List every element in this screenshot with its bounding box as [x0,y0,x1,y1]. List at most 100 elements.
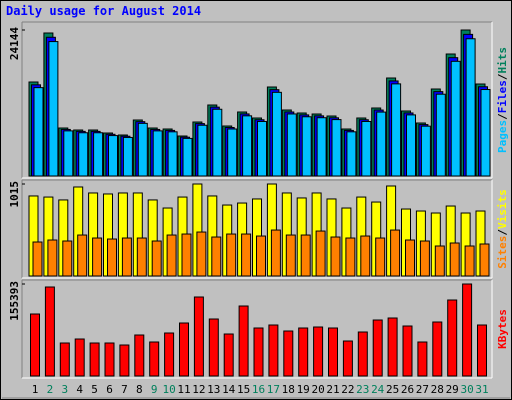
x-tick-label: 25 [386,383,399,396]
legend-separator: / [496,73,509,80]
bar [316,117,327,177]
x-tick-label: 31 [475,383,488,396]
bar [406,114,416,177]
bar [462,283,473,377]
x-tick-label: 20 [311,383,324,396]
bar [345,237,356,277]
legend: KBytes [496,309,509,349]
bar [286,113,297,177]
bar [211,236,222,277]
legend-separator: / [496,113,509,120]
bar [212,108,223,177]
bar [179,322,189,377]
legend: Sites/Visits [496,189,509,269]
bar [417,341,428,377]
legend-entry: Sites [496,236,509,269]
legend-entry: Pages [496,120,509,153]
legend-entry: Hits [496,47,509,74]
x-tick-label: 26 [401,383,414,396]
bar [193,296,204,377]
bar [197,124,208,177]
x-tick-label: 10 [162,383,175,396]
bar [32,241,43,277]
bar [208,318,219,377]
bar [238,305,249,377]
x-tick-label: 24 [371,383,385,396]
bar [136,237,147,277]
bar [107,238,117,277]
bar [361,120,372,177]
legend-separator: / [496,229,509,236]
bar [121,237,132,277]
bar [387,317,398,377]
x-tick-label: 16 [252,383,265,396]
x-tick-label: 1 [32,383,39,396]
bar [196,231,207,277]
bar [300,234,311,277]
bar [449,242,460,277]
x-tick-label: 19 [297,383,310,396]
bar [151,240,162,277]
bar [253,327,264,377]
bar [62,240,73,277]
bar [137,122,148,177]
bar [346,131,357,177]
x-tick-label: 30 [460,383,473,396]
bar [464,245,475,277]
bar [108,135,118,177]
bar [402,325,413,377]
bar [152,130,163,177]
x-tick-label: 8 [136,383,143,396]
bar [328,327,338,377]
bar [47,239,58,277]
x-tick-label: 12 [192,383,205,396]
bar [48,41,59,177]
y-tick-label: 24144 [8,27,21,60]
bar [419,240,430,277]
bar [434,245,445,277]
bar [447,299,458,377]
bar [391,83,402,177]
chart-title: Daily usage for August 2014 [6,4,201,18]
bar [285,234,296,277]
x-tick-label: 18 [282,383,295,396]
x-tick-label: 9 [151,383,158,396]
y-tick-label: 155393 [8,281,21,321]
bar [435,93,446,177]
x-tick-label: 17 [267,383,280,396]
x-tick-label: 22 [341,383,354,396]
legend: Pages/Files/Hits [496,47,509,153]
bar [44,286,55,377]
legend-entry: Visits [496,189,509,229]
x-tick-label: 3 [61,383,68,396]
bar [77,234,88,277]
bar [432,321,443,377]
x-tick-label: 29 [446,383,459,396]
bar [298,327,309,377]
bar [477,324,487,377]
x-tick-label: 11 [177,383,190,396]
x-tick-label: 23 [356,383,369,396]
bar [376,111,387,177]
bar [268,324,279,377]
x-tick-label: 4 [76,383,83,396]
bar [78,132,89,177]
bar [465,38,476,177]
bar [242,115,253,177]
bar [271,91,282,177]
x-tick-label: 5 [91,383,98,396]
bar [59,342,70,377]
bar [257,120,267,177]
bar [164,332,175,377]
x-tick-label: 27 [416,383,429,396]
bar [330,236,341,277]
bar [283,330,294,377]
bar [420,125,431,177]
bar [301,116,312,177]
bar [30,313,40,377]
bar [256,235,266,277]
x-tick-label: 28 [431,383,444,396]
x-tick-label: 13 [207,383,220,396]
bar [479,243,490,277]
